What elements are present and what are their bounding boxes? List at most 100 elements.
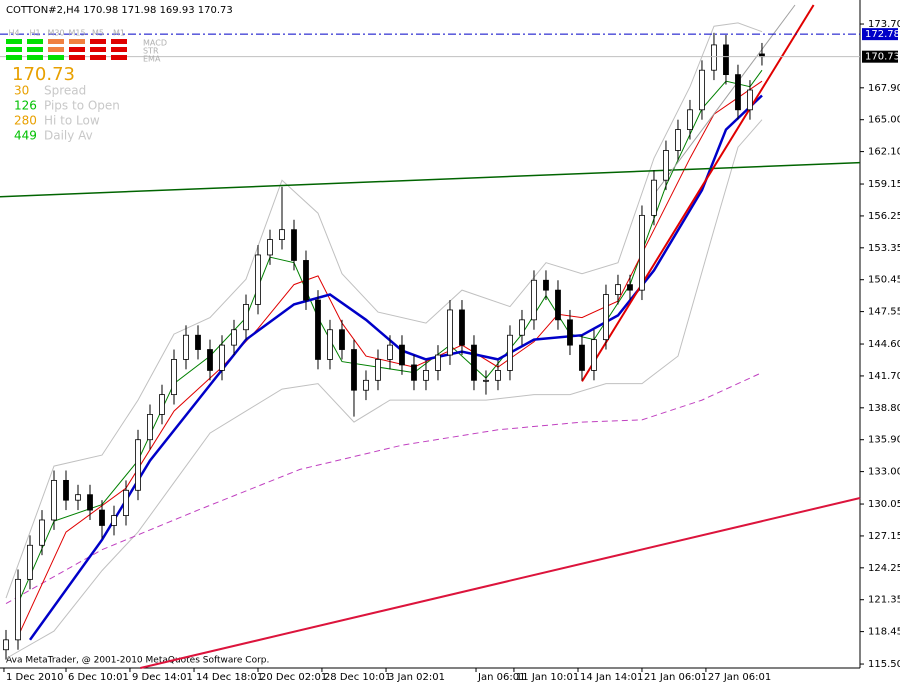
indicator-line	[5, 119, 763, 659]
stat-label: Pips to Open	[44, 99, 120, 113]
x-tick-label: 11 Jan 10:01	[516, 672, 579, 683]
signal-block	[48, 47, 64, 52]
indicator-line	[5, 372, 763, 605]
y-tick-label: 147.55	[868, 307, 900, 318]
candle-body	[543, 279, 549, 291]
y-tick-label: 153.35	[868, 243, 900, 254]
y-tick-label: 124.25	[868, 563, 900, 574]
candle-body	[3, 639, 9, 651]
candle-body	[495, 370, 501, 381]
candle-body	[459, 309, 465, 346]
signal-block	[48, 39, 64, 44]
y-tick-label: 162.10	[868, 147, 900, 158]
indicator-line	[140, 497, 861, 669]
y-tick-label: 121.35	[868, 595, 900, 606]
candle-body	[579, 344, 585, 371]
signal-block	[6, 47, 22, 52]
candle-body	[111, 515, 117, 526]
x-tick-label: 27 Jan 06:01	[708, 672, 771, 683]
row-label: STR	[143, 47, 159, 56]
indicator-line	[581, 4, 815, 382]
candle-body	[699, 69, 705, 111]
row-label: MACD	[143, 39, 167, 48]
stat-value: 280	[14, 114, 37, 128]
price-box-label: 170.73	[865, 52, 900, 63]
timeframe-label: M30	[47, 29, 64, 38]
timeframe-label: M1	[113, 29, 125, 38]
y-tick-label: 115.50	[868, 659, 900, 670]
signal-block	[111, 39, 127, 44]
y-tick-label: 167.90	[868, 83, 900, 94]
candle-body	[135, 439, 141, 491]
candle-body	[27, 544, 33, 580]
candle-body	[123, 489, 129, 516]
signal-block	[27, 55, 43, 60]
signal-block	[69, 47, 85, 52]
y-tick-label: 133.00	[868, 467, 900, 478]
candle-body	[339, 329, 345, 350]
candle-body	[483, 379, 489, 382]
price-box	[862, 50, 898, 63]
candle-body	[663, 150, 669, 181]
stat-label: Hi to Low	[44, 114, 100, 128]
signal-block	[69, 55, 85, 60]
y-tick-label: 159.15	[868, 179, 900, 190]
candle-body	[423, 370, 429, 381]
candle-body	[675, 129, 681, 151]
candle-body	[171, 359, 177, 396]
signal-block	[90, 55, 106, 60]
indicator-line	[0, 161, 861, 198]
signal-block	[111, 47, 127, 52]
x-tick-label: 14 Dec 18:01	[196, 672, 263, 683]
candle-body	[63, 479, 69, 501]
chart-title: COTTON#2,H4 170.98 171.98 169.93 170.73	[6, 5, 233, 16]
candle-body	[315, 299, 321, 360]
y-tick-label: 138.80	[868, 403, 900, 414]
candle-body	[231, 329, 237, 346]
candle-body	[255, 254, 261, 305]
row-label: EMA	[143, 55, 161, 64]
signal-block	[6, 39, 22, 44]
x-tick-label: 14 Jan 14:01	[580, 672, 643, 683]
stat-label: Spread	[44, 84, 86, 98]
candle-body	[75, 494, 81, 501]
x-tick-label: 9 Dec 14:01	[132, 672, 193, 683]
candle-body	[471, 344, 477, 381]
candle-body	[723, 44, 729, 76]
timeframe-label: H1	[29, 29, 40, 38]
candle-body	[531, 279, 537, 321]
y-tick-label: 144.60	[868, 339, 900, 350]
y-tick-label: 150.45	[868, 275, 900, 286]
timeframe-label: M15	[68, 29, 85, 38]
y-tick-label: 156.25	[868, 211, 900, 222]
candle-body	[303, 260, 309, 301]
candle-body	[447, 309, 453, 356]
candle-body	[615, 284, 621, 295]
candle-body	[147, 414, 153, 441]
indicator-line	[653, 4, 796, 195]
signal-block	[90, 47, 106, 52]
candle-body	[399, 344, 405, 366]
timeframe-label: M5	[92, 29, 104, 38]
y-tick-label: 118.45	[868, 627, 900, 638]
candle-body	[519, 319, 525, 336]
candle-body	[435, 354, 441, 371]
signal-block	[6, 55, 22, 60]
stat-value: 30	[14, 84, 29, 98]
candle-body	[711, 44, 717, 71]
candle-body	[411, 364, 417, 381]
candle-body	[87, 494, 93, 511]
price-box	[862, 28, 898, 41]
stat-label: Daily Av	[44, 129, 93, 143]
signal-block	[69, 39, 85, 44]
x-tick-label: 21 Jan 06:01	[644, 672, 707, 683]
panel-price: 170.73	[12, 64, 75, 85]
candle-body	[603, 294, 609, 341]
x-tick-label: 20 Dec 02:01	[260, 672, 327, 683]
candle-body	[747, 89, 753, 111]
candle-body	[279, 229, 285, 240]
candle-body	[195, 334, 201, 350]
candle-body	[687, 109, 693, 130]
